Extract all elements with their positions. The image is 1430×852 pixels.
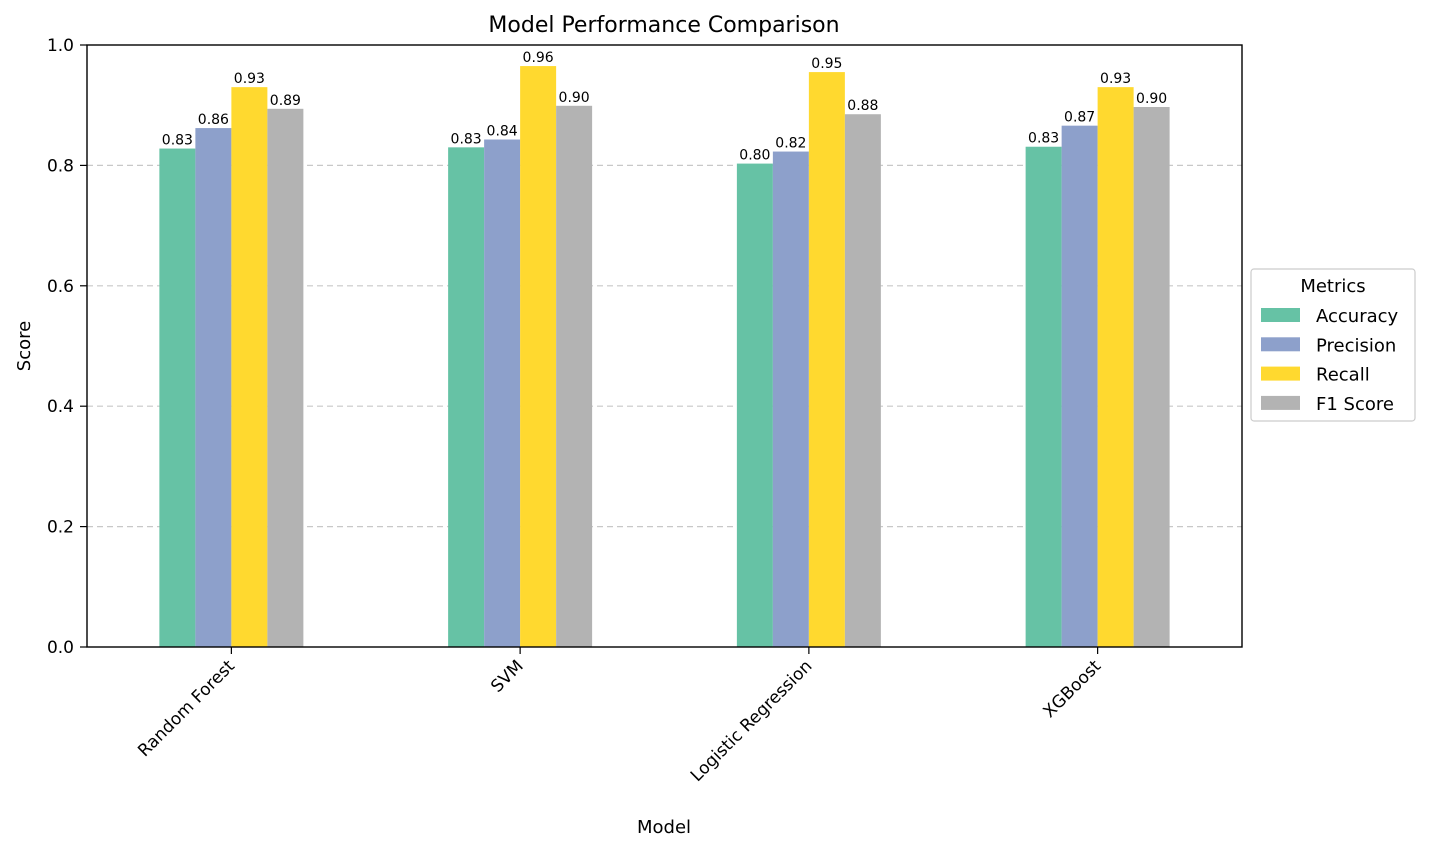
- bar: [267, 108, 304, 647]
- bar-value-label: 0.87: [1064, 110, 1095, 126]
- legend-swatch: [1261, 395, 1300, 410]
- bar: [1133, 107, 1170, 648]
- legend-swatch: [1261, 308, 1300, 322]
- bar-value-label: 0.96: [523, 50, 554, 66]
- legend: Metrics Accuracy Precision Recall F1 Score: [1250, 268, 1416, 422]
- plot-frame: [86, 44, 1243, 648]
- bar: [844, 114, 881, 648]
- y-tick-label: 0.2: [47, 518, 74, 538]
- chart-title: Model Performance Comparison: [488, 13, 839, 38]
- legend-label: F1 Score: [1316, 394, 1394, 415]
- bar-value-label: 0.93: [234, 71, 265, 87]
- bar-value-label: 0.90: [1136, 91, 1167, 107]
- bar-value-label: 0.90: [559, 90, 590, 106]
- bar: [556, 105, 593, 647]
- legend-label: Recall: [1316, 365, 1370, 386]
- bar: [159, 148, 196, 647]
- x-axis-label: Model: [637, 817, 691, 838]
- y-tick-label: 0.4: [47, 397, 74, 417]
- bar: [1097, 87, 1134, 647]
- legend-label: Precision: [1316, 335, 1396, 356]
- bar: [484, 139, 521, 647]
- legend-swatch: [1261, 337, 1300, 352]
- legend-frame: [1250, 268, 1416, 422]
- y-tick-label: 0.6: [47, 277, 74, 297]
- y-tick-label: 0.0: [47, 638, 74, 658]
- y-axis-label: Score: [14, 321, 35, 371]
- y-axis-ticks: 0.0 0.2 0.4 0.6 0.8 1.0: [47, 36, 87, 658]
- legend-label: Accuracy: [1316, 306, 1399, 327]
- legend-swatch: [1261, 366, 1300, 381]
- bar: [231, 87, 268, 647]
- bar: [520, 66, 557, 647]
- y-tick-label: 1.0: [47, 36, 74, 56]
- legend-items: Accuracy Precision Recall F1 Score: [1261, 306, 1399, 415]
- bar-value-label: 0.83: [451, 131, 482, 147]
- data-labels: 0.83 0.86 0.93 0.89 0.83 0.84 0.96 0.90 0.80 0.82…: [162, 50, 1167, 164]
- bar-value-label: 0.83: [1028, 131, 1059, 147]
- bar-value-label: 0.86: [198, 112, 229, 128]
- bars: [159, 66, 1170, 648]
- bar: [1025, 146, 1062, 647]
- bar: [808, 72, 845, 648]
- bar-value-label: 0.80: [739, 148, 770, 164]
- bar: [448, 147, 485, 647]
- bar-value-label: 0.84: [487, 124, 518, 140]
- bar-value-label: 0.88: [847, 98, 878, 114]
- legend-title: Metrics: [1300, 276, 1365, 297]
- y-tick-label: 0.8: [47, 156, 74, 176]
- bar-value-label: 0.93: [1100, 71, 1131, 87]
- bar-value-label: 0.83: [162, 133, 193, 149]
- bar: [1061, 125, 1098, 648]
- bar-value-label: 0.89: [270, 93, 301, 109]
- bar: [736, 163, 773, 647]
- bar-value-label: 0.95: [811, 56, 842, 72]
- bar: [195, 128, 232, 648]
- bar: [772, 151, 809, 647]
- bar-value-label: 0.82: [775, 136, 806, 152]
